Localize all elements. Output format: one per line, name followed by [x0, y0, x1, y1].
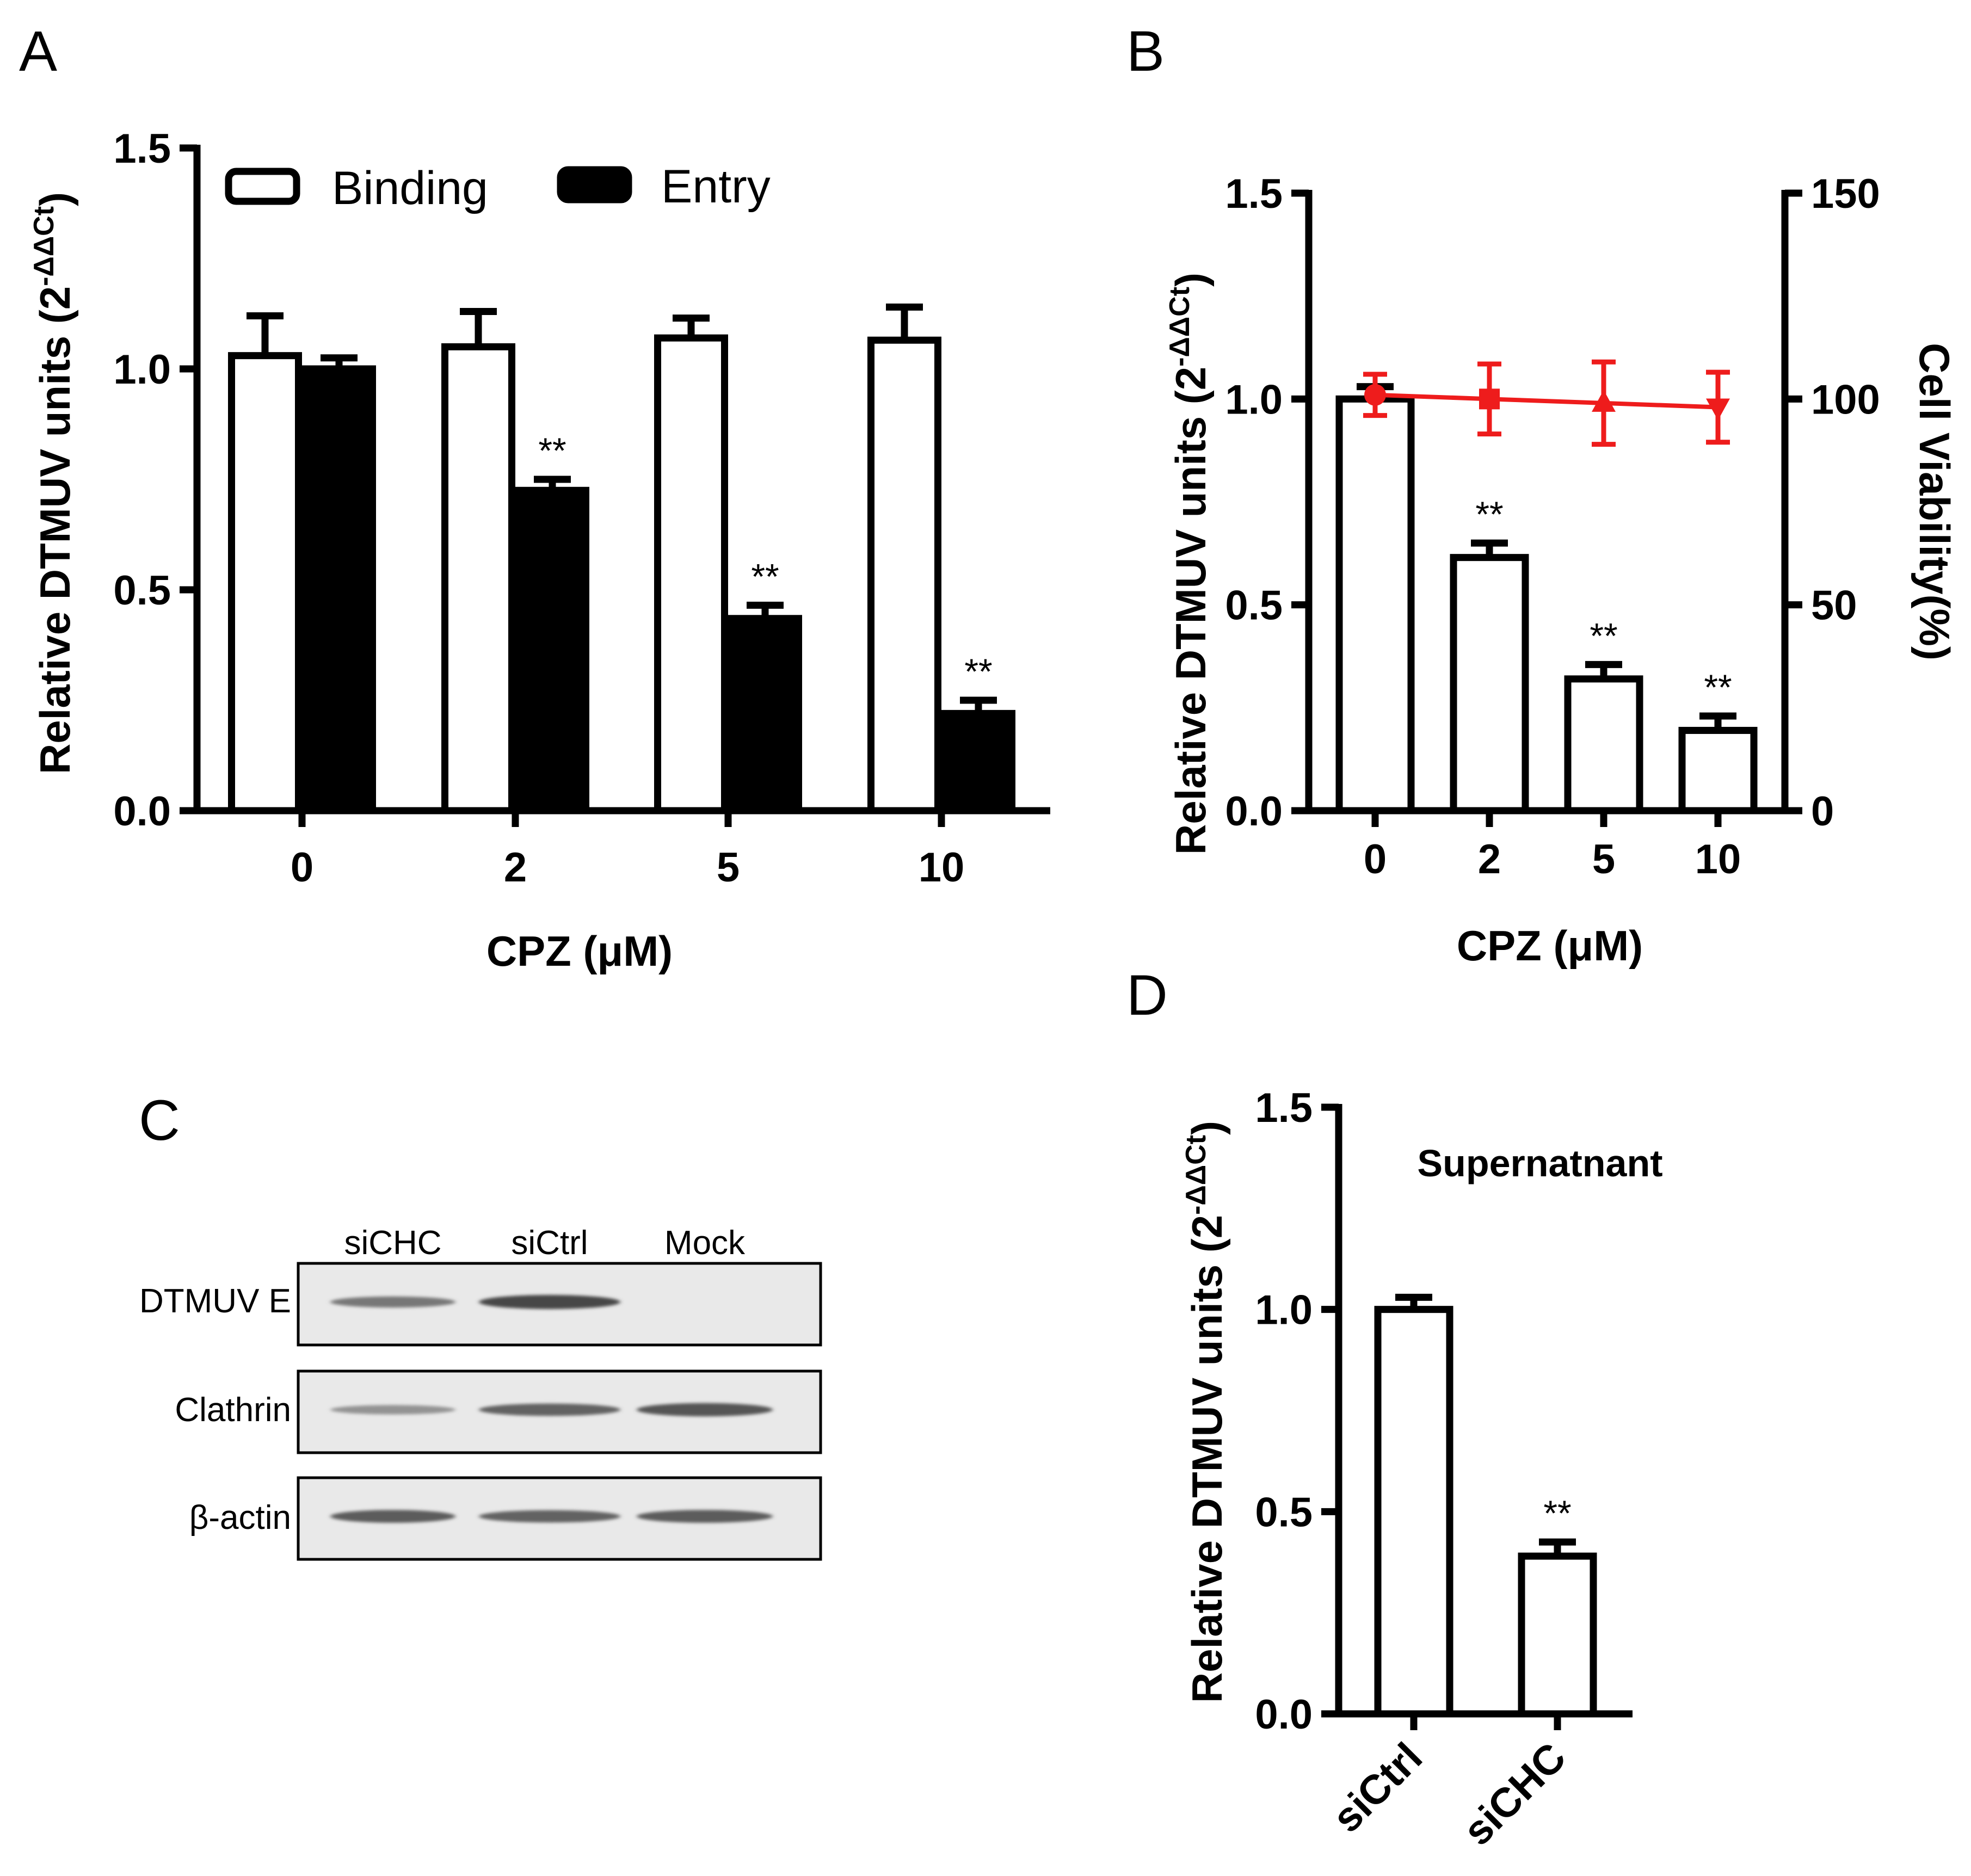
y-axis-title-main: Relative DTMUV units (2	[1183, 1215, 1231, 1703]
viability-point-2	[1479, 388, 1500, 410]
y-axis-tick-label-2: 1.0	[1225, 377, 1283, 423]
bar-binding-0	[228, 352, 302, 814]
row-label-dtmuv-e: DTMUV E	[139, 1282, 291, 1320]
y2-axis-title: Cell Viability(%)	[1911, 343, 1958, 661]
y-axis-title-main: Relative DTMUV units (2	[31, 286, 79, 774]
x-tick-label-2: 2	[1478, 836, 1501, 883]
bar-entry-5	[728, 615, 802, 814]
significance-marker-2: **	[1475, 494, 1503, 534]
y-axis-title-superscript: -ΔΔCt	[28, 206, 60, 286]
x-tick-label-0: 0	[291, 844, 313, 891]
blot-band-1-Mock	[637, 1403, 773, 1417]
x-tick-label-siCHC: siCHC	[1455, 1734, 1575, 1854]
y-axis-title-main: Relative DTMUV units (2	[1167, 367, 1215, 855]
significance-marker-siCHC: **	[1543, 1493, 1571, 1533]
blot-band-2-Mock	[637, 1510, 773, 1523]
y-axis-tick-label-1: 0.5	[113, 567, 171, 614]
y-axis-title: Relative DTMUV units (2-ΔΔCt)	[1164, 273, 1215, 855]
viability-point-0	[1364, 384, 1386, 406]
y-axis-tick-label-0: 0.0	[113, 788, 171, 835]
row-label-beta-actin: β-actin	[189, 1499, 291, 1536]
significance-marker-5: **	[751, 556, 779, 596]
y2-axis-tick-label-2: 100	[1811, 377, 1880, 423]
y-axis-title: Relative DTMUV units (2-ΔΔCt)	[28, 192, 79, 774]
y-axis-tick-label-2: 1.0	[113, 347, 171, 393]
viability-point-10	[1706, 398, 1730, 421]
blot-band-0-siCHC	[330, 1296, 455, 1308]
bar-10	[1678, 726, 1758, 814]
bar-entry-2	[515, 486, 589, 814]
viability-line	[1375, 392, 1719, 410]
y-axis-tick-label-0: 0.0	[1255, 1692, 1313, 1738]
x-tick-label-5: 5	[717, 844, 740, 891]
y-axis-tick-label-1: 0.5	[1225, 583, 1283, 629]
panel-c-western-blot: siCHC siCtrl Mock DTMUV E Clathrin β-act…	[139, 1224, 822, 1561]
bar-siCHC	[1518, 1552, 1597, 1718]
row-label-clathrin: Clathrin	[175, 1391, 291, 1429]
y2-axis-tick-label-1: 50	[1811, 583, 1857, 629]
x-tick-label-5: 5	[1592, 836, 1615, 883]
blot-band-1-siCtrl	[479, 1403, 620, 1416]
panel-a-chart: Binding Entry Relative DTMUV units (2-ΔΔ…	[28, 126, 1050, 975]
significance-marker-10: **	[964, 651, 992, 692]
x-tick-label-10: 10	[1695, 836, 1741, 883]
blot-band-2-siCHC	[330, 1510, 455, 1523]
bar-2	[1450, 554, 1529, 814]
x-axis-title: CPZ (μM)	[1457, 922, 1643, 970]
y-axis-title-superscript: -ΔΔCt	[1180, 1135, 1212, 1215]
panel-letter-b: B	[1126, 20, 1165, 83]
y-axis-title-superscript: -ΔΔCt	[1164, 287, 1196, 367]
x-tick-label-2: 2	[504, 844, 527, 891]
significance-marker-2: **	[538, 430, 566, 471]
lane-label-mock: Mock	[664, 1224, 746, 1262]
bar-5	[1564, 675, 1643, 814]
legend-label-entry: Entry	[661, 161, 771, 213]
panel-letter-d: D	[1126, 964, 1168, 1027]
blot-band-1-siCHC	[330, 1405, 455, 1415]
y-axis-title-close: )	[1183, 1121, 1231, 1135]
panel-b-chart: Relative DTMUV units (2-ΔΔCt) Cell Viabi…	[1164, 171, 1958, 970]
x-tick-label-siCtrl: siCtrl	[1324, 1734, 1431, 1841]
viability-point-5	[1592, 390, 1616, 412]
x-axis-title: CPZ (μM)	[486, 927, 673, 975]
bar-binding-5	[654, 334, 728, 814]
y2-axis-tick-label-3: 150	[1811, 171, 1880, 217]
y-axis-tick-label-2: 1.0	[1255, 1287, 1313, 1334]
bar-siCtrl	[1374, 1306, 1453, 1718]
y-axis-title-close: )	[31, 192, 79, 206]
y-axis-tick-label-3: 1.5	[113, 126, 171, 172]
bar-entry-0	[302, 365, 376, 814]
y-axis-tick-label-3: 1.5	[1255, 1085, 1313, 1131]
legend: Binding Entry	[225, 161, 771, 214]
x-tick-label-10: 10	[919, 844, 965, 891]
blot-band-0-siCtrl	[479, 1295, 620, 1309]
y-axis-title-close: )	[1167, 273, 1215, 287]
significance-marker-10: **	[1704, 667, 1732, 707]
panel-letter-c: C	[139, 1089, 180, 1152]
y-axis-tick-label-1: 0.5	[1255, 1489, 1313, 1535]
bar-binding-2	[441, 343, 515, 814]
y2-axis-tick-label-0: 0	[1811, 788, 1834, 835]
bar-binding-10	[867, 336, 941, 814]
significance-marker-5: **	[1590, 615, 1617, 656]
y-axis-tick-label-0: 0.0	[1225, 788, 1283, 835]
lane-label-sictrl: siCtrl	[511, 1224, 588, 1262]
panel-d-chart: Supernatnant Relative DTMUV units (2-ΔΔC…	[1180, 1085, 1663, 1854]
bar-entry-10	[941, 709, 1015, 814]
supernatant-label: Supernatnant	[1417, 1142, 1662, 1184]
bar-0	[1335, 395, 1415, 814]
panel-letter-a: A	[19, 20, 57, 83]
legend-swatch-binding	[225, 168, 300, 205]
legend-label-binding: Binding	[332, 162, 488, 214]
x-tick-label-0: 0	[1364, 836, 1387, 883]
lane-label-sichc: siCHC	[344, 1224, 441, 1262]
y-axis-tick-label-3: 1.5	[1225, 171, 1283, 217]
legend-swatch-entry	[557, 166, 632, 203]
y-axis-title: Relative DTMUV units (2-ΔΔCt)	[1180, 1121, 1231, 1703]
blot-band-2-siCtrl	[479, 1510, 620, 1523]
